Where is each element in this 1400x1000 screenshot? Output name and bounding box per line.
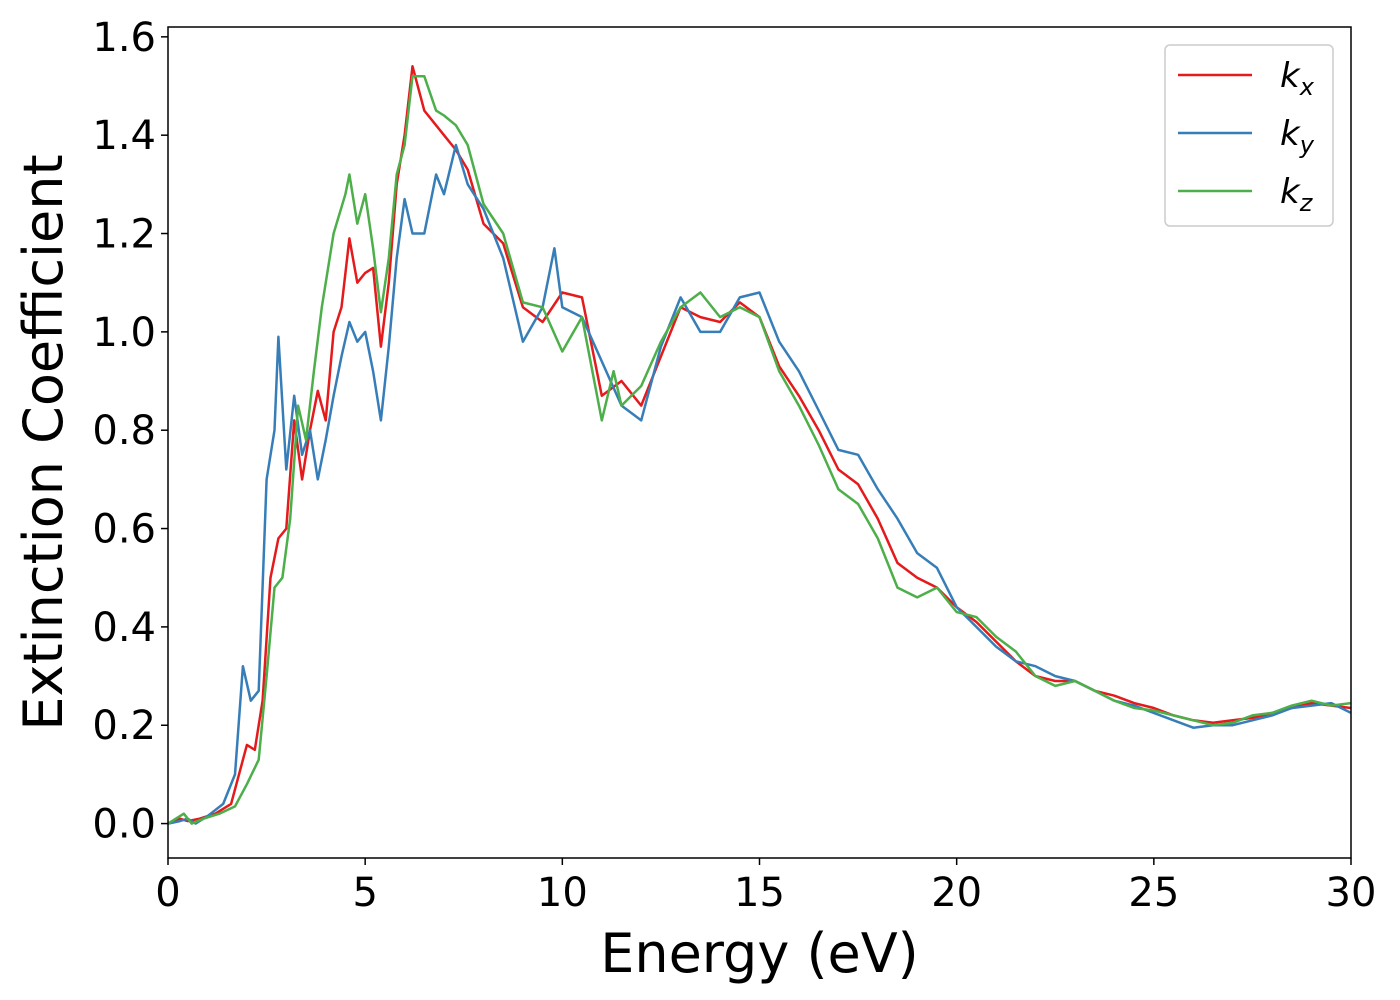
legend: kx ky kz [1164, 44, 1334, 227]
y-tick-label: 1.6 [92, 15, 156, 61]
x-axis-ticks: 0 5 10 15 20 25 30 [155, 858, 1376, 916]
x-tick-label: 25 [1128, 870, 1179, 916]
legend-label-kz: kz [1280, 172, 1314, 217]
y-tick-label: 1.4 [92, 113, 156, 159]
series-line-kz [168, 74, 1351, 825]
x-tick-label: 20 [931, 870, 982, 916]
y-tick-label: 0.0 [92, 802, 156, 848]
y-tick-label: 0.2 [92, 703, 156, 749]
legend-box [1164, 44, 1334, 227]
series-layer [168, 65, 1351, 825]
y-axis-label: Extinction Coefficient [12, 154, 75, 730]
x-tick-label: 15 [734, 870, 785, 916]
x-tick-label: 0 [155, 870, 180, 916]
y-tick-label: 0.8 [92, 408, 156, 454]
x-tick-label: 10 [537, 870, 588, 916]
y-tick-label: 1.0 [92, 310, 156, 356]
x-tick-label: 30 [1326, 870, 1377, 916]
y-tick-label: 0.6 [92, 507, 156, 553]
y-tick-label: 0.4 [92, 605, 156, 651]
y-tick-label: 1.2 [92, 212, 156, 258]
x-tick-label: 5 [352, 870, 377, 916]
x-axis-label: Energy (eV) [600, 922, 919, 985]
series-line-ky [168, 143, 1351, 825]
y-axis-ticks: 0.0 0.2 0.4 0.6 0.8 1.0 1.2 1.4 1.6 [92, 15, 168, 848]
legend-label-kx: kx [1280, 56, 1315, 101]
legend-label-ky: ky [1280, 114, 1315, 159]
